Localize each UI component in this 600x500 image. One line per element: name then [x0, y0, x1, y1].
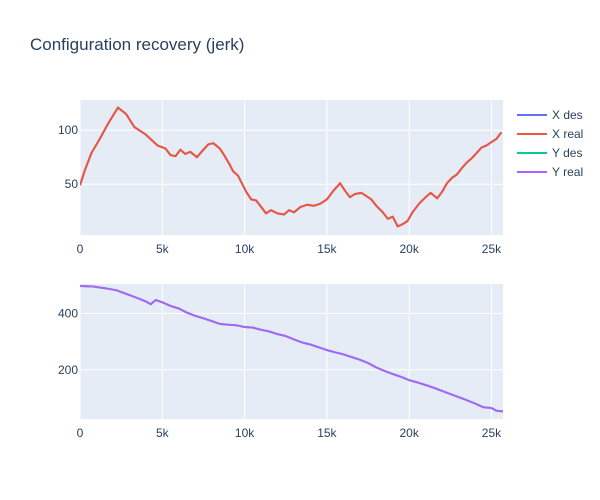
chart-title: Configuration recovery (jerk)	[30, 35, 244, 54]
series-line-y-real	[80, 285, 503, 413]
x-tick-label: 0	[77, 242, 84, 256]
y-tick-label: 400	[58, 307, 78, 321]
x-tick-label: 15k	[317, 242, 337, 256]
legend[interactable]: X des X real Y des Y real	[517, 108, 583, 179]
plot-area	[80, 100, 503, 235]
x-tick-label: 20k	[400, 426, 420, 440]
legend-item-x-real[interactable]: X real	[517, 127, 583, 141]
legend-item-x-des[interactable]: X des	[517, 108, 583, 122]
legend-label: Y real	[552, 165, 583, 179]
x-tick-label: 20k	[400, 242, 420, 256]
y-subplot: 0 5k 10k 15k 20k 25k 200 400	[58, 284, 503, 440]
legend-item-y-real[interactable]: Y real	[517, 165, 583, 179]
x-tick-label: 10k	[235, 242, 255, 256]
plot-area	[80, 284, 503, 419]
legend-label: X real	[552, 127, 583, 141]
x-tick-label: 5k	[156, 242, 170, 256]
y-tick-label: 100	[58, 123, 78, 137]
x-tick-label: 15k	[317, 426, 337, 440]
x-tick-label: 25k	[482, 242, 502, 256]
y-tick-label: 200	[58, 363, 78, 377]
x-tick-label: 25k	[482, 426, 502, 440]
legend-label: X des	[552, 108, 583, 122]
x-subplot: 0 5k 10k 15k 20k 25k 50 100	[58, 100, 503, 256]
legend-item-y-des[interactable]: Y des	[517, 146, 582, 160]
x-tick-label: 0	[77, 426, 84, 440]
legend-label: Y des	[552, 146, 582, 160]
x-tick-label: 5k	[156, 426, 170, 440]
y-tick-label: 50	[65, 177, 79, 191]
x-tick-label: 10k	[235, 426, 255, 440]
series-line-x-real	[80, 106, 503, 228]
